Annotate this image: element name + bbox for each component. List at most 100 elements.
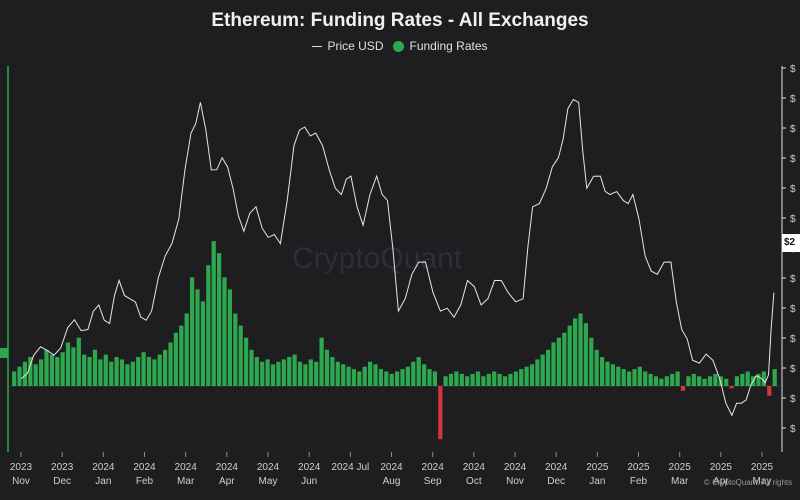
funding-bar [49, 354, 54, 386]
funding-bar [287, 357, 292, 386]
funding-bar [697, 376, 702, 386]
right-tick-label: $ [790, 424, 796, 435]
funding-bar [98, 359, 103, 386]
funding-bar [141, 352, 146, 386]
funding-bar [87, 357, 92, 386]
funding-bar [157, 354, 162, 386]
funding-bar [486, 373, 491, 386]
funding-bar [540, 354, 545, 386]
funding-bar [303, 364, 308, 386]
funding-bar [389, 373, 394, 386]
x-tick-year: 2025 [586, 462, 609, 473]
funding-bar [76, 337, 81, 386]
right-tick-label: $ [790, 364, 796, 375]
price-line [21, 98, 775, 417]
funding-bar [745, 371, 750, 386]
funding-bars [12, 241, 777, 440]
funding-bar [448, 373, 454, 386]
funding-bar [190, 277, 195, 386]
funding-bar [497, 373, 502, 386]
dot-swatch-icon [393, 40, 405, 52]
x-tick-month: Mar [671, 476, 689, 487]
funding-bar [292, 354, 297, 386]
funding-bar [675, 371, 680, 386]
legend-item-price[interactable]: Price USD [312, 39, 383, 53]
right-tick-label: $ [790, 214, 796, 225]
x-tick-month: Apr [219, 476, 235, 487]
funding-bar [55, 357, 60, 386]
funding-bar [616, 366, 621, 386]
x-tick-year: 2025 [710, 462, 733, 473]
right-tick-label: $ [790, 274, 796, 285]
funding-bar [211, 241, 216, 386]
funding-bar [551, 342, 556, 386]
funding-bar [556, 337, 561, 386]
right-tick-label: $ [790, 124, 796, 135]
funding-bar [508, 373, 513, 386]
funding-bar [335, 361, 340, 386]
funding-bar [217, 253, 222, 386]
funding-bar [260, 361, 265, 386]
left-axis-marker [0, 348, 8, 358]
funding-bar [465, 376, 470, 386]
funding-bar [567, 325, 572, 386]
legend-item-funding[interactable]: Funding Rates [393, 39, 488, 53]
right-tick-label: $ [790, 184, 796, 195]
funding-bar [427, 369, 432, 386]
funding-bar [136, 357, 141, 386]
x-tick-year: 2024 [92, 462, 115, 473]
funding-bar [594, 349, 599, 386]
watermark: CryptoQuant [292, 242, 463, 275]
funding-bar [146, 357, 152, 386]
legend-label-funding: Funding Rates [409, 39, 488, 53]
x-tick-year: 2024 [257, 462, 280, 473]
funding-bar [351, 369, 356, 386]
funding-bar [459, 373, 464, 386]
funding-bar [152, 359, 157, 386]
x-tick-year: 2023 [51, 462, 74, 473]
funding-bar [761, 371, 766, 386]
funding-bar [400, 369, 405, 386]
x-tick-year: 2024 [422, 462, 445, 473]
funding-bar [740, 373, 745, 386]
right-tick-label: $ [790, 394, 796, 405]
funding-bar [82, 354, 87, 386]
funding-bar [249, 349, 254, 386]
funding-bar [589, 337, 594, 386]
x-tick-year: 2024 [380, 462, 403, 473]
funding-bar [605, 361, 610, 386]
x-tick-month: Jan [95, 476, 111, 487]
funding-bar [600, 357, 605, 386]
funding-bar [168, 342, 173, 386]
x-tick-month: Feb [136, 476, 154, 487]
funding-bar [265, 359, 270, 386]
funding-bar [173, 332, 178, 386]
funding-bar [222, 277, 227, 386]
funding-bar [610, 364, 615, 386]
funding-bar [767, 386, 772, 396]
funding-bar [281, 359, 286, 386]
x-tick-year: 2024 [133, 462, 156, 473]
x-tick-year: 2025 [669, 462, 692, 473]
funding-bar [724, 378, 729, 386]
x-tick-month: Nov [506, 476, 524, 487]
x-tick-year: 2024 [298, 462, 321, 473]
funding-bar [346, 366, 351, 386]
x-tick-month: Apr [713, 476, 729, 487]
x-tick-year: 2025 [627, 462, 650, 473]
x-tick-month: Aug [383, 476, 401, 487]
funding-bar [12, 371, 17, 386]
funding-bar [546, 349, 551, 386]
funding-bar [297, 361, 303, 386]
funding-bar [373, 364, 378, 386]
x-tick-year: 2024 [216, 462, 239, 473]
funding-bar [33, 364, 38, 386]
x-tick-year: 2024 Jul [331, 462, 369, 473]
x-axis-ticks: 2023 Nov 2023 Dec 2024 Jan 2024 Feb 2024 Mar 2024 A… [10, 452, 774, 487]
legend: Price USD Funding Rates [0, 39, 800, 53]
copyright: © CryptoQuant. All rights [704, 478, 793, 487]
funding-bar [319, 337, 324, 386]
funding-bar [648, 373, 653, 386]
x-tick-month: Jun [301, 476, 317, 487]
funding-bar [405, 366, 410, 386]
